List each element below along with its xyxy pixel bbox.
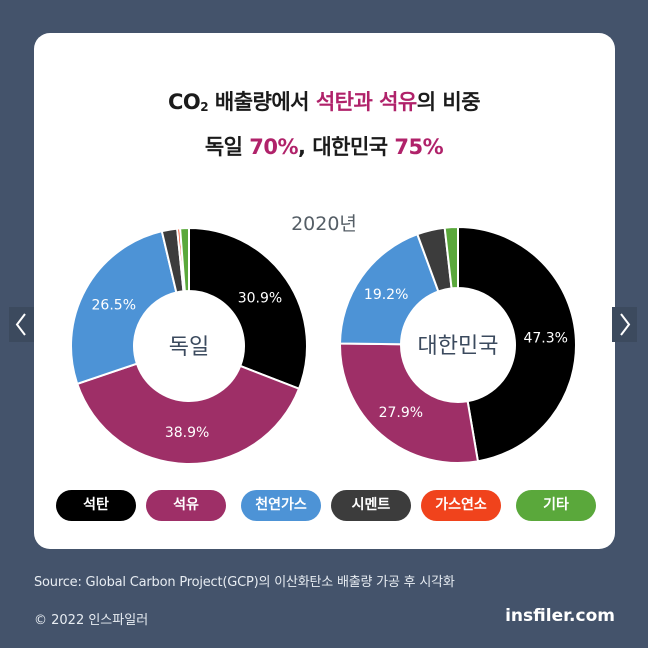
legend-item-기타: 기타: [516, 490, 596, 521]
donut-center-label: 독일: [169, 335, 209, 360]
title-line-2: 독일 70%, 대한민국 75%: [204, 135, 444, 159]
legend-item-천연가스: 천연가스: [241, 490, 321, 521]
source-note: Source: Global Carbon Project(GCP)의 이산화탄…: [34, 575, 455, 590]
next-button[interactable]: [612, 307, 637, 342]
slice-value-label: 27.9%: [379, 405, 423, 421]
donut-slice-천연가스: [338, 232, 440, 346]
prev-button[interactable]: [9, 307, 34, 342]
chevron-right-icon: [620, 313, 631, 336]
title-line-1: CO2 배출량에서 석탄과 석유의 비중: [167, 90, 481, 114]
slice-value-label: 47.3%: [523, 331, 567, 347]
donut-center-label: 대한민국: [418, 334, 499, 359]
donut-slice-천연가스: [70, 229, 178, 386]
legend-item-시멘트: 시멘트: [331, 490, 411, 521]
slice-value-label: 26.5%: [92, 297, 136, 313]
donut-slice-석탄: [457, 225, 577, 463]
donut-slice-석유: [339, 342, 480, 464]
year-label: 2020년: [291, 213, 357, 235]
donut-slice-기타: [179, 226, 190, 293]
slice-value-label: 38.9%: [165, 425, 209, 441]
slice-value-label: 30.9%: [238, 290, 282, 306]
legend-item-석유: 석유: [146, 490, 226, 521]
copyright: © 2022 인스파일러: [34, 613, 149, 628]
donut-slice-기타: [443, 225, 459, 290]
donut-slice-석탄: [188, 226, 308, 391]
slice-value-label: 19.2%: [364, 287, 408, 303]
brand-link[interactable]: insfiler.com: [505, 606, 615, 626]
legend-item-가스연소: 가스연소: [421, 490, 501, 521]
legend-item-석탄: 석탄: [56, 490, 136, 521]
donut-slice-석유: [75, 362, 301, 465]
chevron-left-icon: [15, 313, 26, 336]
